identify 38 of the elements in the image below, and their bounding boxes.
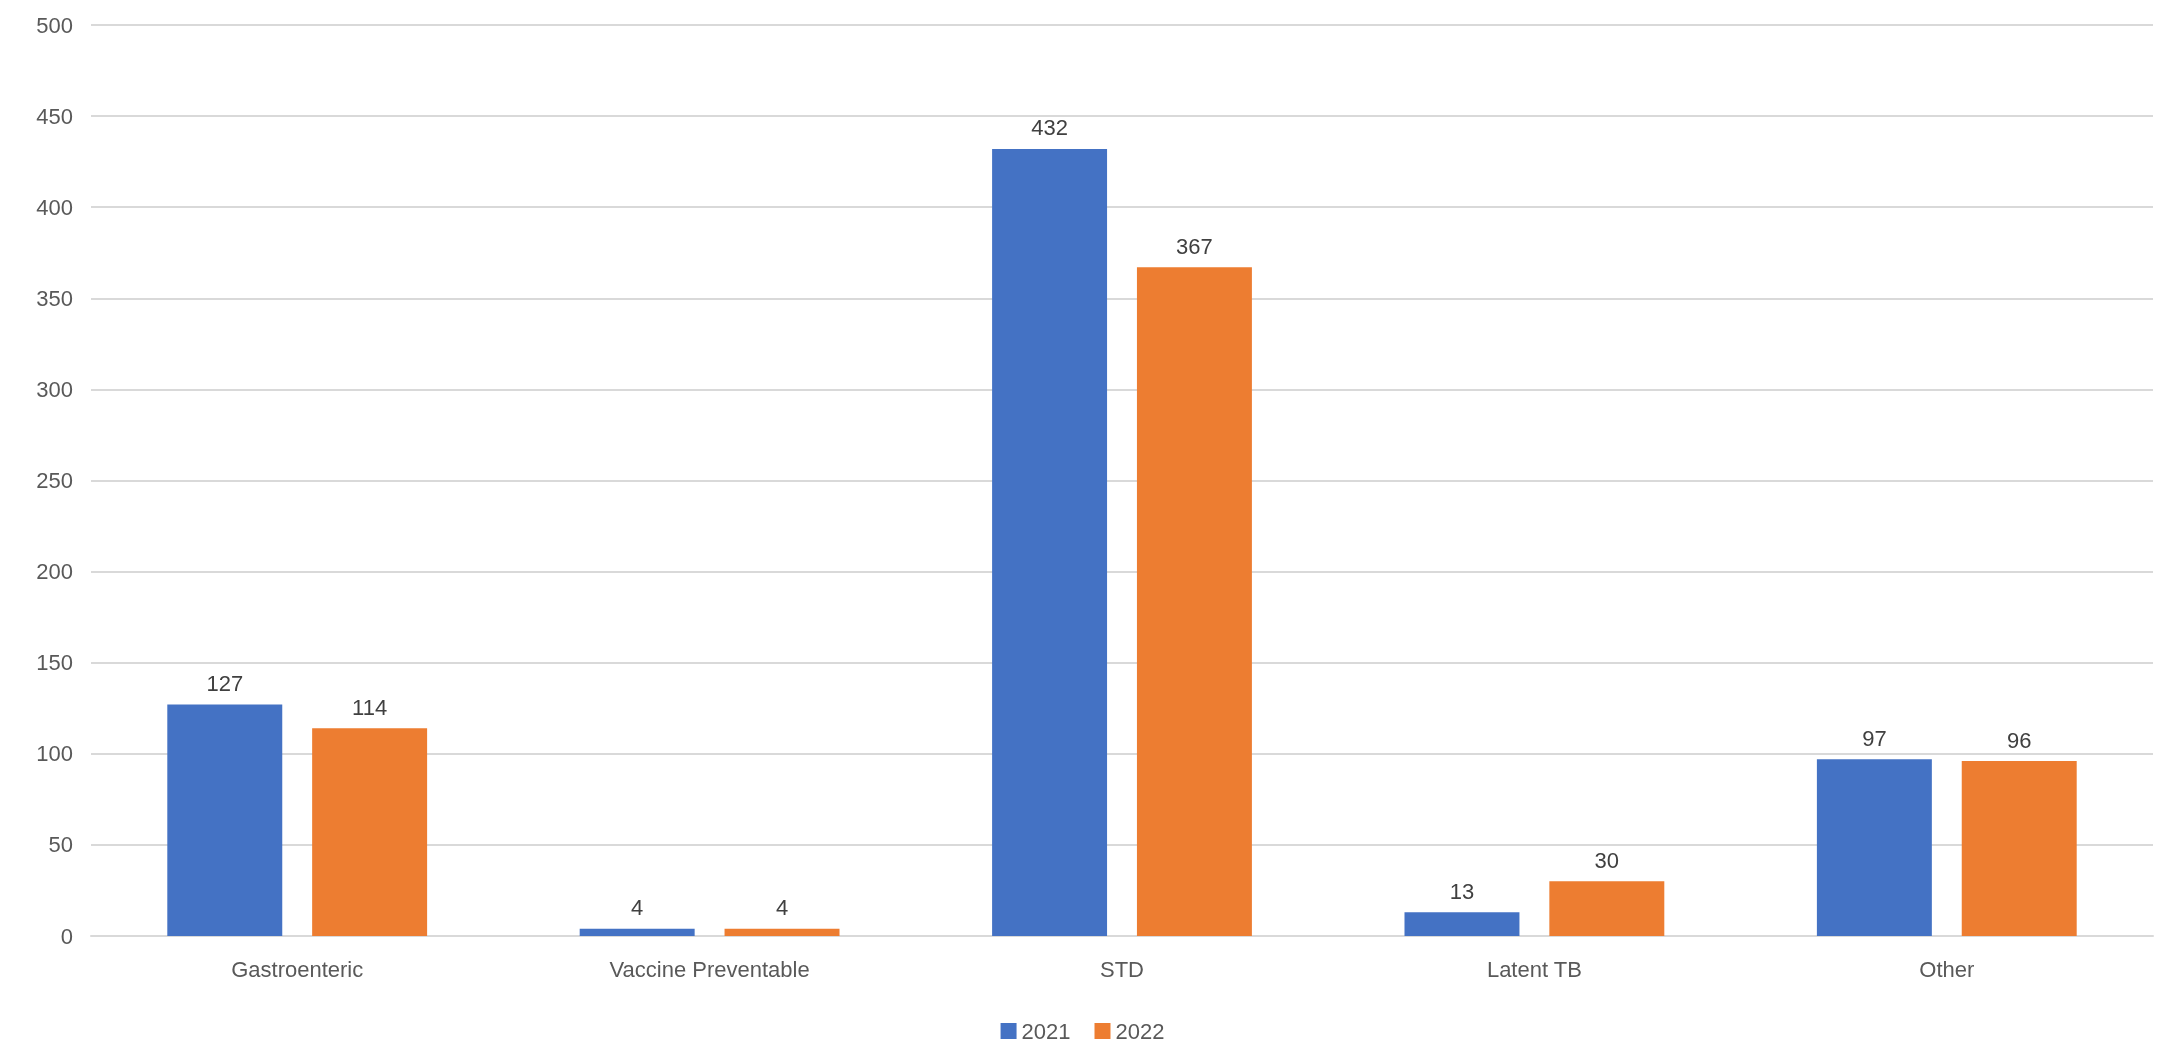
legend-label: 2022	[1115, 1018, 1165, 1044]
y-tick-label: 500	[36, 12, 73, 38]
y-tick-label: 250	[36, 468, 73, 493]
y-tick-label: 100	[36, 741, 73, 767]
data-label: 4	[631, 895, 644, 921]
x-tick-label: Other	[1919, 956, 1975, 982]
y-tick-label: 50	[48, 832, 73, 858]
data-label: 4	[775, 895, 789, 921]
y-tick-label: 200	[36, 559, 73, 585]
bar	[992, 148, 1108, 936]
bar	[579, 928, 695, 936]
y-tick-label: 350	[36, 285, 73, 311]
y-tick-label: 0	[60, 923, 73, 949]
data-label: 127	[206, 671, 244, 697]
data-label: 97	[1862, 725, 1887, 751]
bar	[1816, 759, 1932, 936]
data-label: 432	[1031, 115, 1068, 141]
data-label: 114	[352, 694, 388, 720]
data-label: 13	[1449, 878, 1475, 904]
bar	[167, 704, 283, 936]
y-tick-label: 450	[36, 103, 73, 129]
data-label: 30	[1594, 847, 1620, 873]
data-label: 367	[1176, 233, 1213, 259]
x-tick-label: Vaccine Preventable	[609, 956, 810, 982]
y-tick-label: 150	[36, 650, 73, 676]
y-tick-label: 400	[36, 194, 73, 220]
bar	[1549, 881, 1665, 936]
bar	[312, 728, 428, 936]
bar	[1404, 912, 1520, 936]
data-label: 96	[2006, 727, 2032, 753]
x-tick-label: STD	[1100, 956, 1144, 982]
x-tick-label: Latent TB	[1486, 956, 1582, 982]
bar	[1961, 761, 2077, 936]
x-tick-label: Gastroenteric	[231, 956, 364, 982]
y-tick-label: 300	[36, 376, 73, 402]
bar	[1136, 267, 1252, 936]
legend-label: 2021	[1021, 1018, 1071, 1044]
bar	[724, 928, 840, 936]
